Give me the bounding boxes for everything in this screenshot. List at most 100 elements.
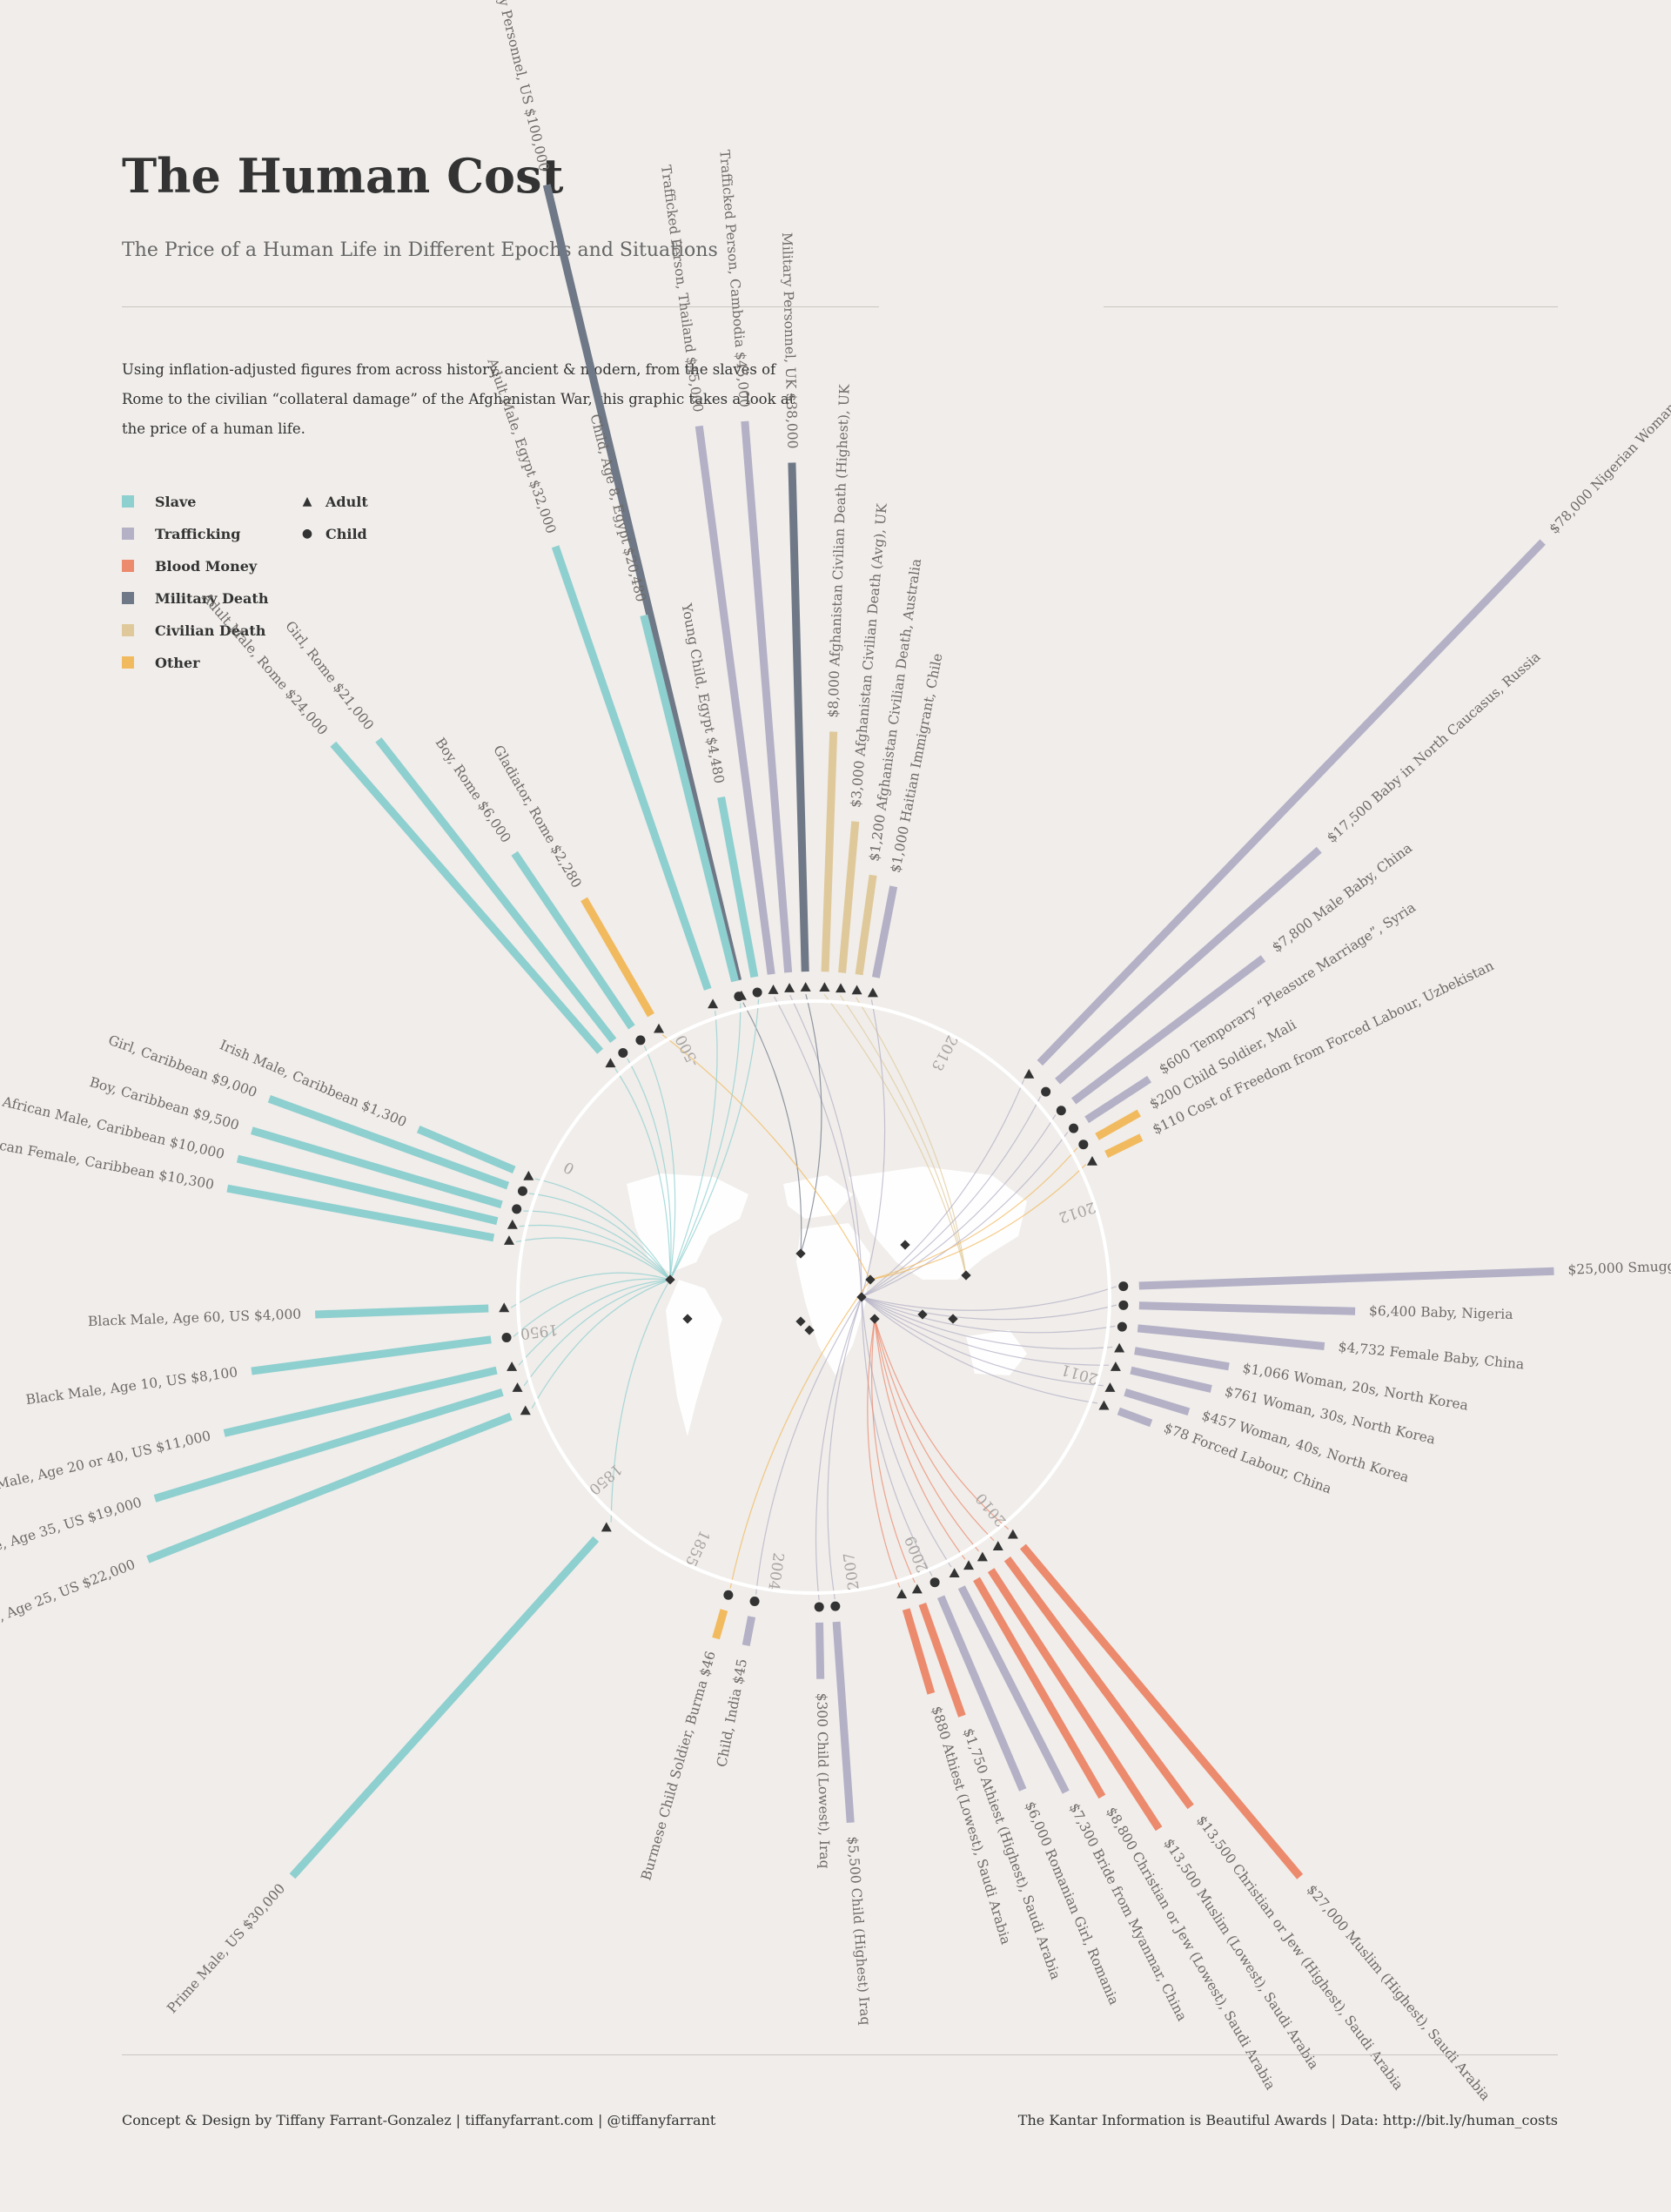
bar-value: $25,000 — [1567, 1260, 1628, 1277]
connector-line — [874, 1318, 1010, 1530]
map-landmass — [666, 1280, 722, 1436]
adult-marker-irish-male-caribbean — [523, 1170, 534, 1180]
adult-marker-adult-male-rome — [605, 1058, 616, 1068]
bar-black-male-age-35-us — [153, 1388, 504, 1503]
bar-value: $7,300 — [1066, 1800, 1104, 1853]
bar-name: Young Child, Egypt — [678, 602, 717, 735]
bar-adult-male-egypt — [551, 545, 712, 991]
connector-line — [861, 1096, 1042, 1298]
adult-marker-trafficked-person-cambodia — [784, 983, 795, 992]
connector-line — [861, 999, 886, 1298]
bar-value: $13,500 — [1193, 1812, 1242, 1870]
bar-adult-male-rome — [330, 741, 604, 1054]
adult-marker-afghanistan-civilian-death-avg-uk — [836, 983, 847, 993]
bar-child-india — [742, 1616, 756, 1647]
bar-value: $45,000 — [732, 346, 752, 407]
adult-marker-forced-labour-china — [1098, 1400, 1110, 1410]
bar-name: Trafficked Person, Cambodia — [716, 149, 748, 347]
location-marker — [795, 1316, 806, 1327]
location-marker — [856, 1292, 867, 1302]
connector-line — [669, 998, 760, 1281]
bar-value: $1,200 — [866, 809, 889, 862]
bar-name: Black Male, Age 60, US — [88, 1308, 251, 1329]
bar-name: Black Male, Age 35, US — [0, 1512, 86, 1575]
footer-source: The Kantar Information is Beautiful Awar… — [1017, 2112, 1558, 2128]
bar-burmese-child-soldier-burma — [712, 1609, 728, 1640]
child-marker-young-child-egypt — [752, 987, 762, 998]
bar-value: $4,480 — [702, 731, 727, 784]
bar-value: $4,732 — [1338, 1339, 1391, 1360]
connector-line — [861, 1132, 1069, 1298]
adult-marker-woman-20s-north-korea — [1114, 1342, 1125, 1353]
bar-afghanistan-civilian-death-avg-uk — [838, 821, 860, 973]
adult-marker-black-male-age-20-or-40-us — [507, 1361, 518, 1371]
legend-item-military-death: Military Death — [122, 588, 268, 608]
location-links — [510, 993, 1117, 1601]
bar-label-afghanistan-civilian-death-highest-uk: $8,000 Afghanistan Civilian Death (Highe… — [825, 384, 852, 718]
connector-line — [610, 1279, 671, 1523]
bar-label-nigerian-woman-italy: $78,000 Nigerian Woman, Italy — [1547, 372, 1671, 537]
bar-value: $78,000 — [1547, 482, 1600, 536]
bar-name: Military Personnel, UK — [779, 232, 799, 389]
legend-item-trafficking: Trafficking — [122, 523, 240, 544]
bar-label-smuggled-child-uk: $25,000 Smuggled Child, UK — [1567, 1255, 1671, 1278]
legend-label: Child — [325, 525, 367, 542]
bar-value: $761 — [1224, 1383, 1265, 1408]
connector-line — [510, 1272, 671, 1308]
child-marker-smuggled-child-uk — [1118, 1281, 1129, 1292]
bar-muslim-lowest-saudi-arabia — [987, 1568, 1163, 1832]
page-subtitle: The Price of a Human Life in Different E… — [122, 239, 718, 261]
adult-marker-woman-40s-north-korea — [1104, 1382, 1116, 1392]
bar-label-child-highest-iraq: $5,500 Child (Highest) Iraq — [844, 1836, 873, 2026]
bar-woman-40s-north-korea — [1124, 1388, 1191, 1416]
year-label-2004: 2004 — [764, 1551, 787, 1591]
adult-marker-black-male-age-35-us — [512, 1382, 523, 1392]
bar-value: $9,500 — [187, 1104, 241, 1133]
bar-value: $45,000 — [682, 352, 706, 413]
bar-haitian-immigrant-chile — [871, 885, 898, 978]
legend-item-slave: Slave — [122, 491, 196, 512]
adult-marker-trafficked-person-thailand — [768, 985, 779, 994]
bar-value: $46 — [695, 1650, 719, 1683]
connector-line — [815, 1296, 862, 1601]
connector-line — [861, 1296, 1113, 1349]
bar-name: Smuggled Child, UK — [1627, 1255, 1671, 1276]
bar-label-trafficked-person-thailand: Trafficked Person, Thailand $45,000 — [658, 165, 706, 413]
adult-marker-muslim-highest-saudi-arabia — [1007, 1529, 1018, 1539]
bar-name: Boy, Rome — [433, 735, 486, 803]
child-marker-female-baby-china — [1117, 1321, 1127, 1332]
child-marker-child-age-8-egypt — [734, 992, 744, 1002]
footer-divider — [122, 2054, 1558, 2055]
connector-line — [669, 1010, 718, 1281]
legend-label: Other — [155, 654, 200, 671]
legend-label: Adult — [325, 493, 368, 510]
bar-athiest-lowest-saudi-arabia — [902, 1608, 936, 1695]
bar-label-male-baby-china: $7,800 Male Baby, China — [1269, 840, 1415, 956]
legend-item-civilian-death: Civilian Death — [122, 620, 265, 641]
bar-black-male-age-60-us — [314, 1304, 489, 1319]
bar-forced-labour-china — [1117, 1407, 1153, 1428]
bar-romanian-girl-romania — [936, 1595, 1027, 1792]
year-label-500: -500 — [673, 1032, 703, 1069]
bar-smuggled-child-uk — [1138, 1267, 1554, 1290]
bar-value: $21,000 — [327, 676, 377, 733]
adult-marker-athiest-lowest-saudi-arabia — [896, 1589, 908, 1599]
bar-child-soldier-mali — [1095, 1109, 1141, 1140]
bar-name: Black Male, Age 20 or 40, US — [0, 1442, 154, 1503]
legend-label: Blood Money — [155, 557, 258, 575]
legend-swatch-military-death — [122, 592, 134, 604]
connector-line — [661, 1034, 871, 1281]
bar-label-child-age-8-egypt: Child, Age 8, Egypt $20,480 — [587, 413, 649, 603]
adult-marker-muslim-lowest-saudi-arabia — [976, 1551, 988, 1562]
legend-swatch-trafficking — [122, 528, 134, 540]
bar-label-trafficked-person-cambodia: Trafficked Person, Cambodia $45,000 — [716, 149, 752, 407]
adult-marker-nigerian-woman-italy — [1023, 1068, 1035, 1079]
bar-label-prime-male-us: Prime Male, US $30,000 — [164, 1880, 288, 2016]
location-marker — [665, 1274, 675, 1285]
bar-value: $100,000 — [520, 103, 552, 173]
bar-black-male-age-10-us — [251, 1335, 492, 1375]
dot-icon: ● — [301, 527, 313, 541]
connector-line — [861, 1296, 933, 1577]
connector-line — [871, 1318, 916, 1583]
map-landmass — [627, 1173, 748, 1273]
